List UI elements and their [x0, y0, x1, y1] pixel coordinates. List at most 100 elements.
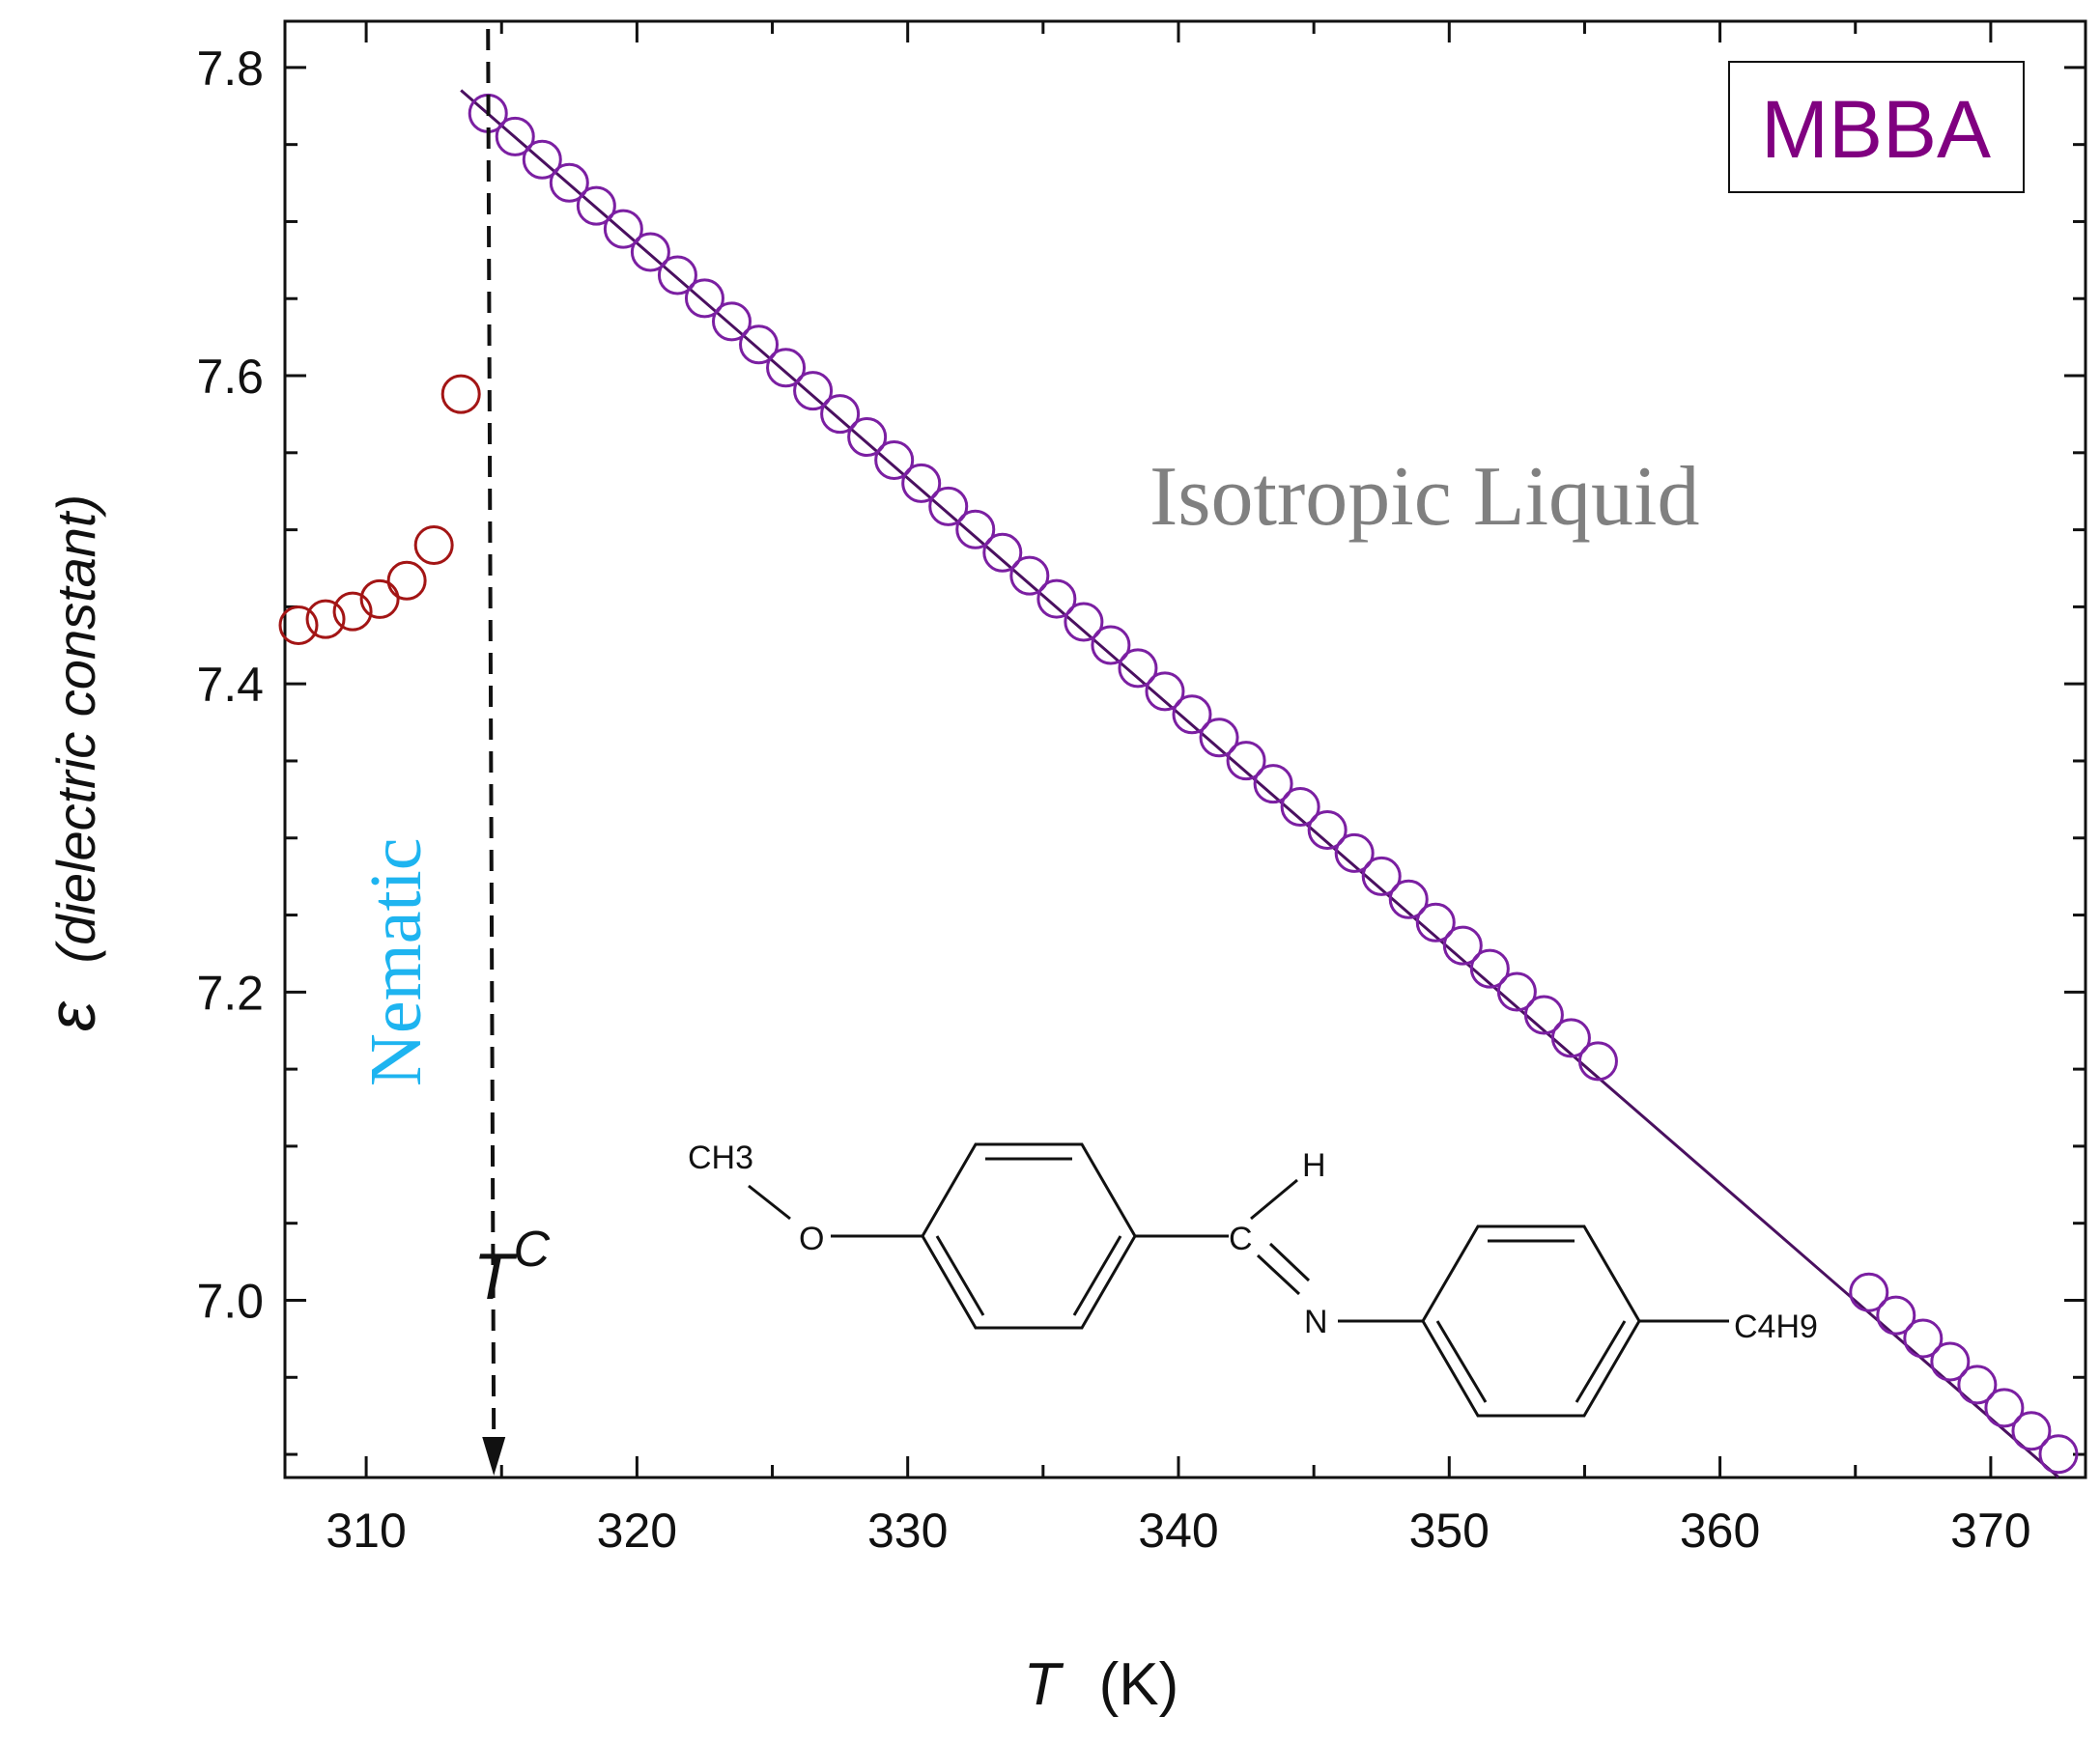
svg-text:ε(dielectric constant): ε (dielectric constant)	[34, 494, 109, 1031]
fit-line	[460, 89, 2059, 1478]
methoxy-label: CH3	[688, 1140, 753, 1176]
methoxy-text: CH3	[688, 1140, 753, 1176]
isotropic-label: Isotropic Liquid	[1149, 450, 1699, 544]
isotropic-point	[657, 255, 697, 296]
isotropic-point	[1577, 1041, 1618, 1082]
isotropic-point	[2038, 1434, 2079, 1475]
nematic-point	[440, 374, 481, 414]
y-tick-label: 7.6	[196, 350, 264, 404]
isotropic-point	[1849, 1272, 1889, 1312]
x-axis-title: T (K)	[1024, 1651, 1179, 1718]
mbba-structure	[748, 1142, 1729, 1418]
nematic-point	[278, 605, 319, 646]
structure-labels: CH3 O C H N C4H9	[688, 1140, 1818, 1345]
compound-box	[1728, 61, 2025, 193]
x-axis-symbol: T	[1024, 1651, 1064, 1718]
isotropic-point	[1091, 625, 1131, 665]
isotropic-point	[1415, 902, 1456, 943]
y-tick-label: 7.2	[196, 966, 264, 1020]
isotropic-point	[1984, 1388, 2025, 1428]
isotropic-point	[847, 417, 888, 458]
isotropic-point	[711, 301, 752, 342]
oxygen-label: O	[799, 1221, 824, 1257]
isotropic-point	[982, 532, 1023, 573]
isotropic-point	[630, 232, 670, 272]
x-tick-label: 360	[1680, 1504, 1760, 1558]
isotropic-point	[495, 116, 535, 156]
x-tick-label: 330	[867, 1504, 948, 1558]
isotropic-point	[684, 278, 724, 319]
isotropic-point	[1442, 925, 1483, 966]
isotropic-point	[1388, 879, 1429, 919]
isotropic-point	[549, 162, 589, 203]
isotropic-point	[1903, 1318, 1944, 1359]
series-isotropic-points	[468, 93, 2079, 1475]
tc-dashed-line	[486, 28, 497, 1449]
isotropic-point	[793, 371, 834, 411]
isotropic-point	[1199, 718, 1239, 758]
nematic-point	[332, 591, 373, 632]
tc-label: TC	[473, 1222, 551, 1313]
isotropic-point	[1957, 1365, 1998, 1405]
isotropic-point	[2011, 1411, 2052, 1451]
isotropic-point	[603, 209, 643, 249]
isotropic-point	[1036, 578, 1077, 619]
isotropic-point	[766, 348, 807, 388]
butyl-text: C4H9	[1734, 1309, 1818, 1345]
isotropic-point	[1334, 832, 1375, 873]
isotropic-point	[1523, 995, 1564, 1035]
y-tick-label: 7.4	[196, 658, 264, 712]
isotropic-point	[928, 486, 969, 526]
isotropic-point	[739, 324, 780, 365]
nematic-point	[386, 560, 427, 601]
y-axis-title: ε (dielectric constant)	[34, 494, 109, 1031]
isotropic-point	[1253, 764, 1293, 804]
benzene-ring-1	[921, 1142, 1137, 1330]
x-tick-label: 340	[1138, 1504, 1218, 1558]
fit-line-group	[460, 89, 2059, 1478]
compound-label: MBBA	[1761, 84, 1991, 175]
x-tick-label: 350	[1409, 1504, 1490, 1558]
isotropic-point	[1496, 971, 1537, 1012]
tc-label-sup: C	[514, 1222, 551, 1278]
y-tick-label: 7.8	[196, 42, 264, 96]
x-tick-label: 370	[1950, 1504, 2030, 1558]
isotropic-point	[576, 185, 616, 226]
nematic-point	[305, 599, 346, 639]
isotropic-point	[1172, 694, 1212, 735]
y-axis-text: (dielectric constant)	[45, 494, 106, 964]
isotropic-point	[874, 439, 915, 480]
nematic-point	[359, 578, 400, 619]
isotropic-point	[1876, 1295, 1916, 1336]
isotropic-point	[1307, 809, 1348, 850]
y-axis-symbol: ε	[34, 1000, 109, 1031]
y-tick-labels: 7.0 7.2 7.4 7.6 7.8	[196, 42, 264, 1329]
isotropic-point	[1469, 948, 1510, 989]
tc-arrow-head	[482, 1437, 506, 1476]
isotropic-point	[1361, 856, 1402, 896]
isotropic-point	[1118, 648, 1158, 689]
x-tick-label: 320	[597, 1504, 677, 1558]
tc-marker	[482, 28, 506, 1476]
isotropic-point	[901, 463, 942, 503]
isotropic-point	[1009, 555, 1050, 596]
y-tick-label: 7.0	[196, 1274, 264, 1328]
isotropic-point	[955, 509, 996, 549]
tc-label-base: T	[473, 1240, 518, 1313]
axis-ticks	[285, 21, 2086, 1478]
hydrogen-label: H	[1302, 1147, 1326, 1184]
carbon-label: C	[1229, 1221, 1253, 1257]
nematic-label: Nematic	[355, 838, 437, 1086]
isotropic-point	[1550, 1018, 1591, 1058]
series-nematic-points	[278, 374, 481, 646]
nitrogen-label: N	[1304, 1304, 1328, 1340]
isotropic-point	[522, 139, 562, 180]
nematic-point	[413, 525, 454, 566]
plot-frame	[283, 19, 2087, 1479]
isotropic-point	[820, 394, 861, 435]
butyl-label: C4H9	[1734, 1309, 1818, 1345]
isotropic-point	[1064, 602, 1104, 642]
isotropic-point	[1280, 787, 1320, 828]
isotropic-point	[1145, 671, 1185, 712]
x-tick-label: 310	[326, 1504, 406, 1558]
